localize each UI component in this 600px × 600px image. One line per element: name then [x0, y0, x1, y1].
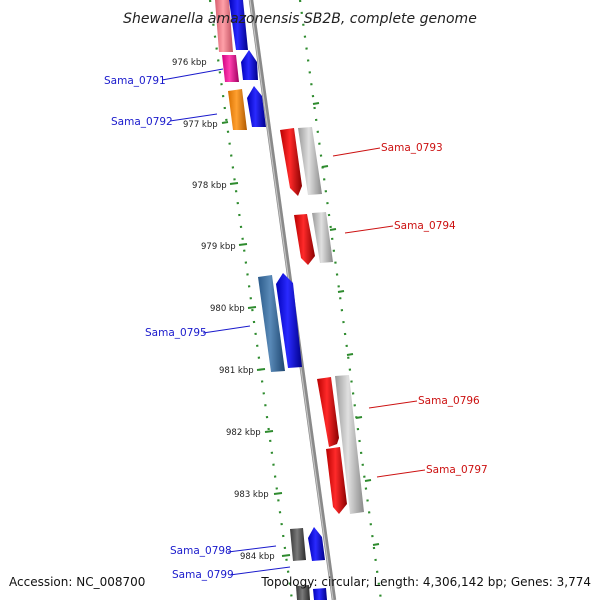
gene-label[interactable]: Sama_0791: [104, 75, 166, 87]
gene-feature[interactable]: [298, 127, 322, 195]
gene-label[interactable]: Sama_0795: [145, 327, 207, 339]
gene-feature[interactable]: [222, 55, 239, 82]
gene-feature[interactable]: [317, 377, 339, 447]
gene-features: [215, 0, 364, 600]
gene-feature[interactable]: [296, 585, 310, 600]
map-title: Shewanella amazonensis SB2B, complete ge…: [123, 11, 477, 27]
gene-feature[interactable]: [247, 86, 266, 127]
tick-label: 980 kbp: [210, 304, 245, 314]
inner-dotted-track: [208, 0, 294, 600]
tick-label: 976 kbp: [172, 58, 207, 68]
gene-label[interactable]: Sama_0792: [111, 116, 173, 128]
gene-feature[interactable]: [290, 528, 306, 561]
label-leaders: [161, 68, 426, 576]
gene-label[interactable]: Sama_0797: [426, 464, 488, 476]
gene-feature[interactable]: [308, 527, 325, 561]
tick-label: 984 kbp: [240, 552, 275, 562]
gene-feature[interactable]: [215, 0, 233, 52]
accession-text: Accession: NC_008700: [9, 575, 145, 589]
gene-feature[interactable]: [280, 128, 302, 196]
gene-feature[interactable]: [229, 0, 248, 50]
ticks: [221, 59, 380, 557]
tick-label: 978 kbp: [192, 181, 227, 191]
gene-feature[interactable]: [258, 275, 285, 372]
gene-labels: Sama_0791 Sama_0792 Sama_0793 Sama_0794 …: [104, 75, 488, 581]
genome-summary-text: Topology: circular; Length: 4,306,142 bp…: [260, 575, 591, 589]
gene-feature[interactable]: [276, 273, 302, 368]
gene-feature[interactable]: [294, 214, 315, 265]
tick-label: 982 kbp: [226, 428, 261, 438]
gene-feature[interactable]: [313, 588, 327, 600]
tick-label: 979 kbp: [201, 242, 236, 252]
gene-label[interactable]: Sama_0798: [170, 545, 232, 557]
gene-feature[interactable]: [326, 447, 347, 514]
gene-feature[interactable]: [241, 50, 258, 80]
gene-feature[interactable]: [312, 212, 333, 263]
gene-label[interactable]: Sama_0794: [394, 220, 456, 232]
tick-label: 981 kbp: [219, 366, 254, 376]
tick-label: 983 kbp: [234, 490, 269, 500]
gene-label[interactable]: Sama_0796: [418, 395, 480, 407]
gene-feature[interactable]: [335, 375, 364, 514]
tick-label: 977 kbp: [183, 120, 218, 130]
outer-dotted-track: [298, 0, 383, 600]
gene-feature[interactable]: [228, 89, 247, 130]
gene-label[interactable]: Sama_0793: [381, 142, 443, 154]
gene-label[interactable]: Sama_0799: [172, 569, 234, 581]
tick-labels: 976 kbp 977 kbp 978 kbp 979 kbp 980 kbp …: [172, 58, 275, 562]
